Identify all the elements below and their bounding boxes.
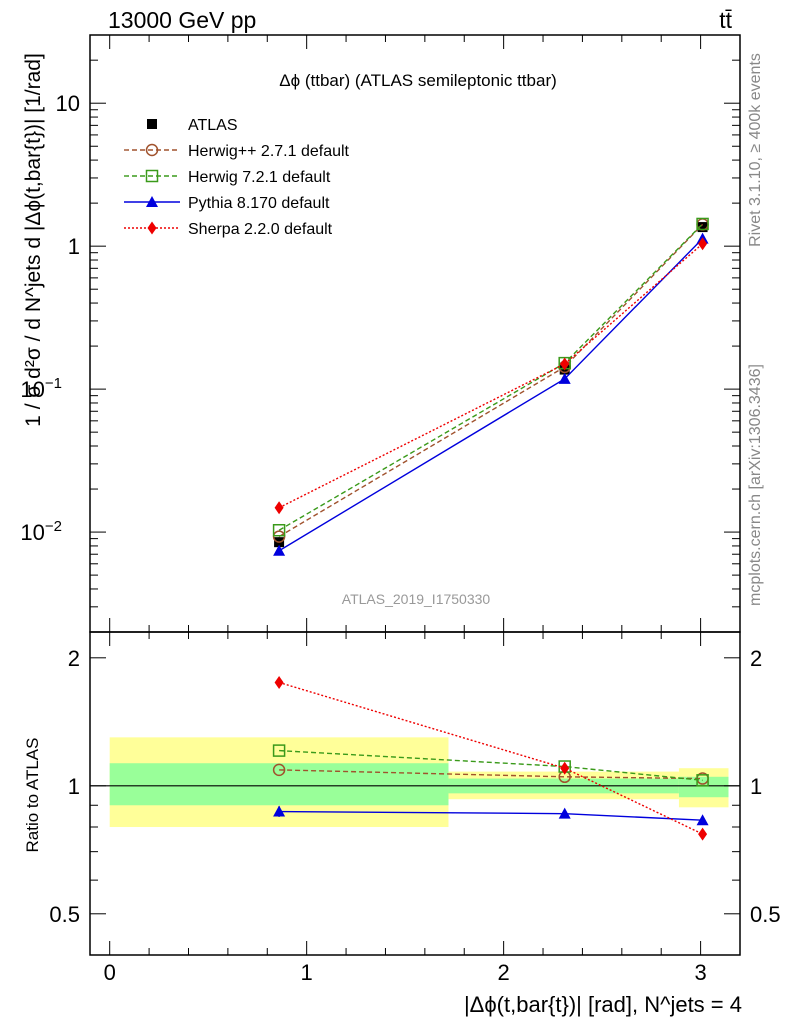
ratio-data-point [698, 827, 708, 841]
mcplots-note: mcplots.cern.ch [arXiv:1306.3436] [747, 364, 764, 606]
legend-label: Herwig++ 2.7.1 default [188, 143, 350, 160]
ratio-data-point [273, 805, 286, 817]
legend-entry-herwig-7-2-1-default: Herwig 7.2.1 default [124, 169, 331, 186]
data-point [696, 217, 709, 231]
uncertainty-band-inner [678, 776, 729, 798]
ratio-panel-bands [109, 737, 729, 828]
ratio-y-tick-label-right: 1 [750, 774, 762, 799]
data-point [274, 501, 284, 515]
legend-marker [147, 119, 157, 129]
legend-marker [145, 169, 159, 183]
legend-marker [145, 143, 159, 157]
x-tick-label: 2 [498, 960, 510, 985]
main-y-tick-label: 1 [68, 234, 80, 259]
data-point [560, 357, 570, 371]
ratio-data-point [274, 675, 284, 689]
ratio-y-tick-label-left: 2 [68, 646, 80, 671]
rivet-note: Rivet 3.1.10, ≥ 400k events [747, 53, 764, 247]
x-tick-label: 1 [301, 960, 313, 985]
main-y-tick-label: 10−2 [20, 518, 62, 545]
ratio-data-point [558, 807, 571, 819]
legend-entry-atlas: ATLAS [147, 117, 238, 134]
legend-entry-herwig-2-7-1-default: Herwig++ 2.7.1 default [124, 143, 350, 160]
main-y-tick-label-base: 10 [20, 520, 44, 545]
series-line [278, 243, 704, 509]
data-point [272, 530, 286, 543]
watermark: ATLAS_2019_I1750330 [342, 591, 491, 607]
ratio-data-point [272, 744, 286, 757]
data-point [558, 372, 571, 384]
legend-marker [147, 221, 157, 235]
ratio-y-tick-label-right: 2 [750, 646, 762, 671]
ratio-y-tick-label-left: 0.5 [49, 902, 80, 927]
legend-label: ATLAS [188, 117, 238, 134]
ratio-series-pythia-8-170-default [273, 805, 709, 826]
ratio-panel [90, 632, 741, 956]
legend: ATLAS Herwig++ 2.7.1 default Herwig 7.2.1 … [124, 117, 350, 238]
main-y-tick-label: 10−1 [20, 375, 62, 402]
main-y-tick-label: 10 [56, 91, 80, 116]
ratio-y-tick-label-right: 0.5 [750, 902, 781, 927]
series-line [278, 238, 704, 552]
main-y-tick-label-base: 10 [56, 91, 80, 116]
ratio-series-sherpa-2-2-0-default [274, 675, 708, 841]
x-tick-label: 0 [104, 960, 116, 985]
x-tick-label: 3 [694, 960, 706, 985]
process-label: tt̄ [719, 7, 732, 33]
series-herwig-7-2-1-default [272, 217, 709, 537]
data-point [273, 544, 286, 556]
main-panel [90, 34, 741, 633]
main-y-tick-label-exponent: −1 [45, 375, 62, 392]
legend-label: Herwig 7.2.1 default [188, 169, 331, 186]
x-axis-label: |Δϕ(t,bar{t})| [rad], N^jets = 4 [464, 992, 742, 1017]
series-line [278, 223, 704, 531]
ratio-series-line [278, 681, 703, 835]
uncertainty-band-inner [109, 763, 449, 806]
legend-label: Pythia 8.170 default [188, 195, 330, 212]
energy-label: 13000 GeV pp [108, 7, 256, 33]
legend-label: Sherpa 2.2.0 default [188, 221, 333, 238]
ratio-data-point [696, 814, 709, 826]
ratio-y-axis-label: Ratio to ATLAS [23, 738, 42, 853]
ratio-series-line [279, 749, 703, 782]
series-atlas [274, 222, 708, 548]
series-line [278, 223, 704, 538]
ratio-series-line [279, 769, 703, 780]
data-point [272, 523, 286, 537]
main-y-tick-label-base: 10 [20, 377, 44, 402]
legend-entry-sherpa-2-2-0-default: Sherpa 2.2.0 default [124, 221, 333, 238]
ratio-data-point [272, 763, 286, 777]
main-title: Δϕ (ttbar) (ATLAS semileptonic ttbar) [279, 71, 557, 90]
series-herwig-2-7-1-default [272, 218, 709, 543]
ratio-y-tick-label-left: 1 [68, 774, 80, 799]
data-point [698, 237, 708, 251]
series-pythia-8-170-default [273, 232, 709, 556]
data-point [697, 222, 708, 233]
series-sherpa-2-2-0-default [274, 237, 708, 515]
main-y-tick-label-exponent: −2 [45, 518, 62, 535]
ratio-data-point [696, 774, 709, 787]
legend-entry-pythia-8-170-default: Pythia 8.170 default [124, 195, 330, 212]
ratio-tick-labels: 0.5 0.5 1 1 2 2 0 1 2 3 [49, 646, 780, 985]
legend-marker [146, 196, 158, 207]
main-y-tick-label-base: 1 [68, 234, 80, 259]
main-y-axis-label: 1 / σ d²σ / d N^jets d |Δϕ(t,bar{t})| [1… [22, 53, 45, 427]
ratio-panel-frame [89, 631, 741, 956]
ratio-data-point [560, 761, 570, 775]
